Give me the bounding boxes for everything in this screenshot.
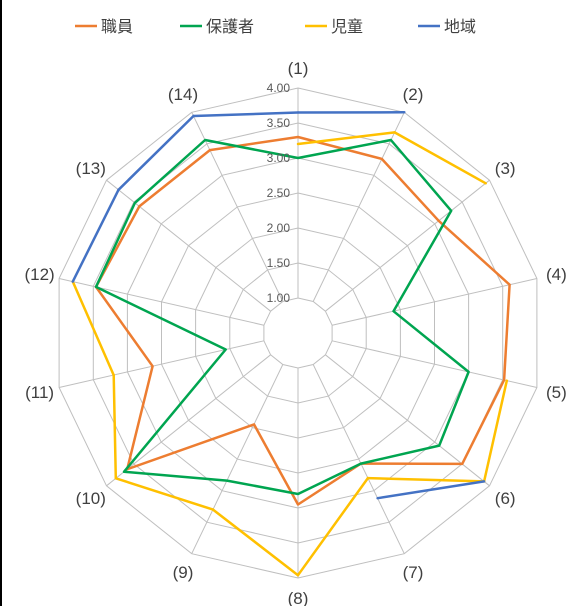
spoke-13 xyxy=(106,179,271,312)
series-line-2-segment-1 xyxy=(393,131,487,185)
spoke-9 xyxy=(191,364,284,554)
spoke-3 xyxy=(325,179,490,312)
series-line-2-segment-4 xyxy=(296,476,370,577)
tick-label-4: 3.00 xyxy=(267,151,291,165)
axis-label-layer: (1) (2) (3) (4) (5) (6) (7) (8) (9) (10) (11) (12) (… xyxy=(24,59,566,606)
tick-label-5: 3.50 xyxy=(267,116,291,130)
tick-label-1: 1.50 xyxy=(267,256,291,270)
series-3 xyxy=(71,111,486,500)
legend-label-2: 児童 xyxy=(331,17,363,36)
legend-item-1: 保護者 xyxy=(180,18,254,36)
axis-label-14: (14) xyxy=(168,85,198,104)
axis-label-8: (8) xyxy=(288,589,309,606)
legend-item-0: 職員 xyxy=(75,18,133,36)
axis-label-9: (9) xyxy=(173,563,194,582)
spoke-14 xyxy=(191,112,284,302)
axis-label-6: (6) xyxy=(495,489,516,508)
tick-label-3: 2.50 xyxy=(267,186,291,200)
spoke-12 xyxy=(58,278,265,326)
spoke-10 xyxy=(106,354,271,487)
spoke-4 xyxy=(331,278,538,326)
legend: 職員 保護者 児童 地域 xyxy=(75,17,476,36)
series-2 xyxy=(71,131,509,577)
series-line-3-segment-2 xyxy=(71,188,120,283)
series-line-3-segment-3 xyxy=(117,114,195,192)
series-line-2-segment-0 xyxy=(296,131,396,146)
legend-label-0: 職員 xyxy=(101,18,133,36)
spoke-6 xyxy=(325,354,490,487)
axis-label-2: (2) xyxy=(403,85,424,104)
series-line-3-segment-1 xyxy=(376,480,486,500)
axis-label-3: (3) xyxy=(495,159,516,178)
grid-ring-0 xyxy=(263,297,333,369)
series-line-2-segment-3 xyxy=(366,476,486,483)
grid-layer xyxy=(58,87,538,579)
series-line-2-segment-5 xyxy=(211,508,300,577)
tick-label-0: 1.00 xyxy=(267,291,291,305)
legend-label-1: 保護者 xyxy=(206,18,254,36)
tick-label-6: 4.00 xyxy=(267,81,291,95)
series-line-2-segment-8 xyxy=(71,280,115,377)
series-1 xyxy=(94,138,470,496)
series-line-2-segment-7 xyxy=(112,373,118,480)
legend-label-3: 地域 xyxy=(444,18,476,36)
series-0 xyxy=(94,135,511,506)
axis-label-12: (12) xyxy=(24,265,54,284)
series-line-1 xyxy=(94,138,470,496)
series-line-2-segment-6 xyxy=(114,477,215,511)
left-border-line xyxy=(0,0,2,606)
axis-label-5: (5) xyxy=(546,383,567,402)
axis-label-13: (13) xyxy=(76,159,106,178)
series-line-3-segment-4 xyxy=(192,111,300,118)
legend-item-3: 地域 xyxy=(418,18,476,36)
spoke-7 xyxy=(312,364,405,554)
axis-label-11: (11) xyxy=(25,383,54,402)
axis-label-10: (10) xyxy=(76,489,106,508)
tick-label-2: 2.00 xyxy=(267,221,291,235)
series-line-2-segment-2 xyxy=(482,379,509,483)
spoke-2 xyxy=(312,112,405,302)
spoke-5 xyxy=(331,340,538,388)
axis-label-7: (7) xyxy=(403,563,424,582)
legend-item-2: 児童 xyxy=(305,17,363,36)
series-layer xyxy=(71,111,511,577)
axis-label-1: (1) xyxy=(288,59,309,78)
axis-label-4: (4) xyxy=(546,265,567,284)
tick-label-layer: 1.00 1.50 2.00 2.50 3.00 3.50 4.00 xyxy=(267,81,291,305)
series-line-0 xyxy=(94,135,511,506)
spoke-11 xyxy=(58,340,265,388)
